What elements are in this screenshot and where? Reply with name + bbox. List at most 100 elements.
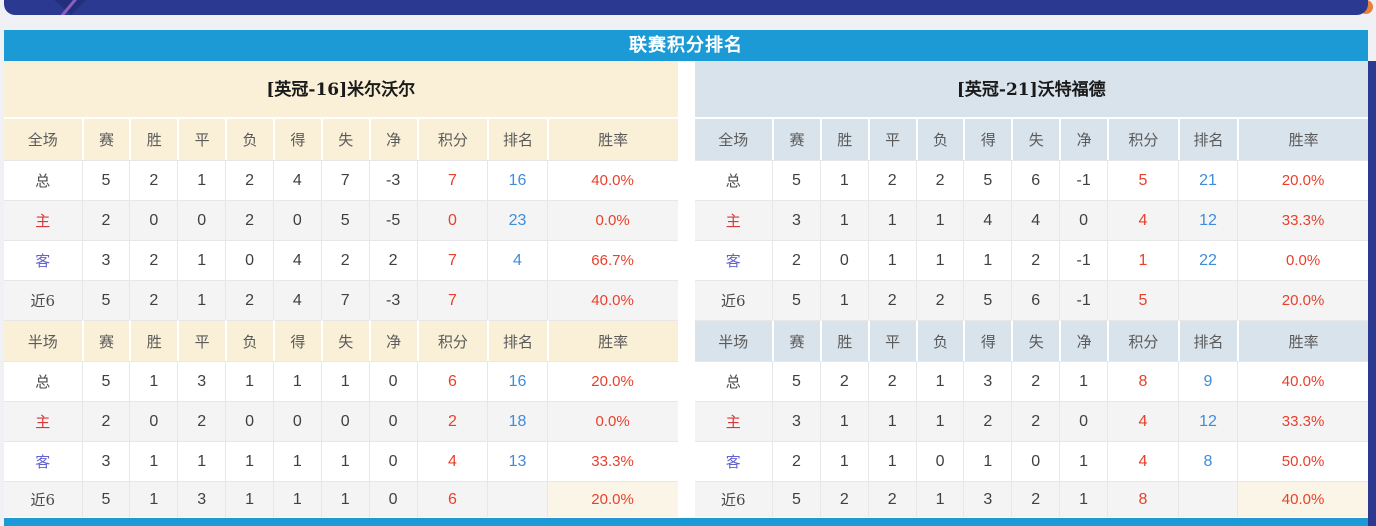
stat-cell: 0 <box>129 200 178 240</box>
stat-cell: 3 <box>177 361 226 401</box>
rate-cell: 40.0% <box>1237 481 1368 517</box>
rank-cell: 22 <box>1177 240 1238 280</box>
rate-cell: 40.0% <box>546 160 678 200</box>
stat-cell: 1 <box>915 361 964 401</box>
stat-column-header: 积分 <box>416 320 488 361</box>
table-row: 总 5 1 2 2 5 6 -1 5 21 20.0% <box>694 160 1368 200</box>
stat-cell: 2 <box>1011 401 1060 441</box>
stat-cell: -1 <box>1059 280 1108 320</box>
table-row: 客 2 0 1 1 1 2 -1 1 22 0.0% <box>694 240 1368 280</box>
stat-column-header: 胜率 <box>1237 119 1368 160</box>
rank-cell: 13 <box>487 441 547 481</box>
stat-cell: 0 <box>915 441 964 481</box>
stat-cell: 0 <box>320 401 369 441</box>
stat-cell: 0 <box>1059 401 1108 441</box>
stat-column-header: 平 <box>177 119 226 160</box>
rate-cell: 50.0% <box>1237 441 1368 481</box>
stat-cell: 3 <box>963 361 1012 401</box>
scope-column-header: 全场 <box>4 119 82 160</box>
stat-cell: 1 <box>129 361 178 401</box>
points-cell: 5 <box>1107 280 1178 320</box>
table-row: 主 2 0 0 2 0 5 -5 0 23 0.0% <box>4 200 678 240</box>
stat-column-header: 胜 <box>819 119 868 160</box>
rank-cell <box>1177 280 1238 320</box>
stat-column-header: 胜 <box>129 320 178 361</box>
stat-cell: 1 <box>272 441 321 481</box>
stat-cell: 3 <box>772 401 820 441</box>
right-edge-strip <box>1368 61 1376 526</box>
section-title-bar: 联赛积分排名 <box>4 30 1368 61</box>
rank-cell: 9 <box>1177 361 1238 401</box>
stat-cell: 2 <box>772 240 820 280</box>
row-label: 主 <box>4 200 82 240</box>
table-row: 近6 5 1 2 2 5 6 -1 5 20.0% <box>694 280 1368 320</box>
stat-cell: 2 <box>129 240 178 280</box>
stat-column-header: 得 <box>272 320 321 361</box>
table-row: 客 2 1 1 0 1 0 1 4 8 50.0% <box>694 441 1368 481</box>
stat-column-header: 赛 <box>772 320 820 361</box>
rank-cell: 18 <box>487 401 547 441</box>
row-label: 近6 <box>4 280 82 320</box>
section-title: 联赛积分排名 <box>629 35 743 56</box>
stat-cell: 1 <box>177 240 226 280</box>
stat-cell: 3 <box>81 240 130 280</box>
stat-column-header: 积分 <box>416 119 488 160</box>
row-label: 总 <box>4 160 82 200</box>
stat-cell: 7 <box>320 280 369 320</box>
stat-cell: 0 <box>819 240 868 280</box>
table-row: 总 5 2 1 2 4 7 -3 7 16 40.0% <box>4 160 678 200</box>
stat-column-header: 平 <box>177 320 226 361</box>
stat-cell: 4 <box>1011 200 1060 240</box>
rank-cell: 23 <box>487 200 547 240</box>
rate-cell: 0.0% <box>1237 240 1368 280</box>
stat-column-header: 胜率 <box>1237 320 1368 361</box>
points-cell: 6 <box>416 361 488 401</box>
stat-column-header: 胜率 <box>546 119 678 160</box>
stat-column-header: 净 <box>368 119 417 160</box>
full-time-header-row: 全场赛胜平负得失净积分 排名 胜率 <box>4 119 678 160</box>
stat-cell: 1 <box>320 481 369 517</box>
stat-cell: 2 <box>1011 361 1060 401</box>
stat-cell: 1 <box>129 441 178 481</box>
stat-cell: 0 <box>225 401 273 441</box>
stat-cell: 0 <box>129 401 178 441</box>
stat-cell: 2 <box>772 441 820 481</box>
stat-cell: -3 <box>368 160 417 200</box>
stat-cell: 0 <box>272 401 321 441</box>
stat-cell: 1 <box>963 240 1012 280</box>
scope-column-header: 半场 <box>4 320 82 361</box>
stat-column-header: 净 <box>1059 119 1108 160</box>
scope-column-header: 全场 <box>694 119 773 160</box>
stat-column-header: 赛 <box>81 119 130 160</box>
stat-cell: 1 <box>177 441 226 481</box>
stat-column-header: 排名 <box>1177 320 1238 361</box>
stat-cell: 3 <box>81 441 130 481</box>
rate-cell: 66.7% <box>546 240 678 280</box>
row-label: 近6 <box>694 280 773 320</box>
stat-column-header: 得 <box>963 320 1012 361</box>
stat-cell: 3 <box>177 481 226 517</box>
stat-cell: 2 <box>81 401 130 441</box>
stat-cell: 5 <box>772 361 820 401</box>
stat-cell: 5 <box>81 361 130 401</box>
row-label: 总 <box>694 160 773 200</box>
row-label: 近6 <box>694 481 773 517</box>
stat-cell: 1 <box>225 481 273 517</box>
stat-column-header: 胜 <box>129 119 178 160</box>
stat-cell: 1 <box>819 401 868 441</box>
stat-cell: 1 <box>225 361 273 401</box>
rate-cell: 20.0% <box>1237 160 1368 200</box>
rank-cell: 16 <box>487 160 547 200</box>
stat-cell: 5 <box>772 280 820 320</box>
stat-cell: 1 <box>225 441 273 481</box>
stat-cell: 2 <box>81 200 130 240</box>
stat-cell: 1 <box>867 441 916 481</box>
row-label: 主 <box>4 401 82 441</box>
stat-cell: 5 <box>81 160 130 200</box>
stat-cell: 5 <box>81 481 130 517</box>
stats-table: 全场赛胜平负得失净积分 排名 胜率总 5 1 2 2 5 6 -1 5 21 20.0% 主 3 1 1 1 4 4 0… <box>694 119 1368 517</box>
stat-column-header: 得 <box>272 119 321 160</box>
stat-column-header: 失 <box>1011 119 1060 160</box>
stat-cell: 5 <box>772 481 820 517</box>
points-cell: 5 <box>1107 160 1178 200</box>
